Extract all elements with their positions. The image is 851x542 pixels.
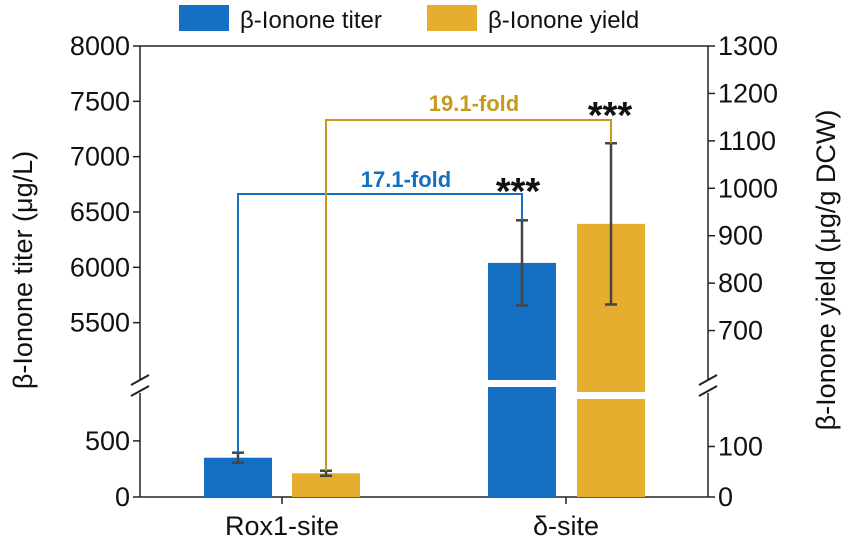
legend-label-yield: β-Ionone yield [488, 7, 639, 34]
fold-bracket-yield [325, 119, 612, 471]
legend-swatch-yield [427, 5, 477, 31]
left-axis-tick-label: 8000 [70, 31, 130, 61]
left-axis-tick-label: 7500 [70, 86, 130, 116]
right-axis-tick-label: 1200 [718, 78, 778, 108]
right-axis-tick-label: 1000 [718, 173, 778, 203]
right-axis-break-mark-2 [698, 385, 718, 397]
bar-titer-delta-lower [488, 387, 556, 497]
left-axis-title: β-Ionone titer (μg/L) [8, 151, 38, 389]
bar-yield-rox1 [292, 473, 360, 497]
fold-bracket-titer [237, 193, 523, 453]
left-axis-break-mark-2 [130, 385, 150, 397]
legend-label-titer: β-Ionone titer [240, 7, 382, 34]
right-axis-tick-label: 0 [718, 482, 733, 512]
left-axis-tick-label: 5500 [70, 308, 130, 338]
category-label-delta: δ-site [533, 511, 599, 541]
right-axis-tick-label: 100 [718, 432, 763, 462]
category-label-rox1: Rox1-site [225, 511, 339, 541]
bar-titer-rox1 [204, 457, 272, 497]
left-axis-tick-label: 0 [115, 482, 130, 512]
legend-swatch-titer [179, 5, 229, 31]
right-axis-title: β-Ionone yield (μg/g DCW) [811, 110, 841, 431]
left-axis-tick-label: 6500 [70, 197, 130, 227]
right-axis-tick-label: 1100 [718, 126, 776, 156]
left-axis-break-mark-1 [130, 374, 150, 386]
right-axis-tick-label: 800 [718, 268, 763, 298]
fold-label-titer: 17.1-fold [361, 167, 451, 192]
right-axis-tick-label: 900 [718, 221, 763, 251]
bar-yield-delta-lower [577, 399, 645, 497]
plot-area: 5500 6000 6500 7000 7500 8000 0 500 700 800 900 100… [70, 31, 778, 512]
left-axis-tick-label: 7000 [70, 142, 130, 172]
right-axis-tick-label: 1300 [718, 31, 778, 61]
right-axis-tick-label: 700 [718, 316, 763, 346]
left-axis-tick-label: 6000 [70, 252, 130, 282]
legend: β-Ionone titer β-Ionone yield [179, 5, 639, 34]
left-axis-tick-label: 500 [85, 426, 130, 456]
right-axis-break-mark-1 [698, 374, 718, 386]
significance-stars-titer: *** [496, 171, 541, 213]
fold-label-yield: 19.1-fold [429, 91, 519, 116]
